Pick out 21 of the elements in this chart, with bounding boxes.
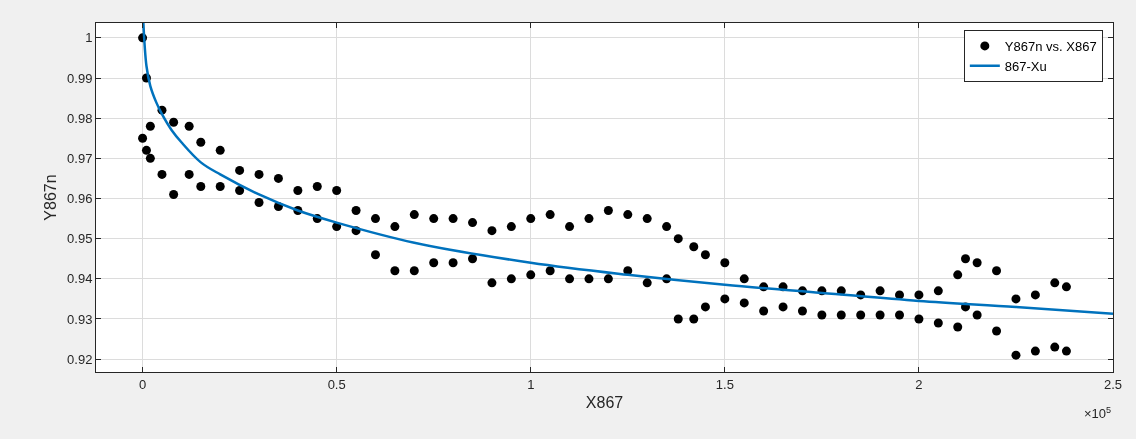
y-tick-label: 1 — [85, 30, 93, 46]
y-tick-label: 0.93 — [67, 311, 93, 327]
x-tick-label: 1 — [527, 376, 535, 392]
y-tick-label: 0.92 — [67, 351, 93, 367]
y-tick-label: 0.95 — [67, 231, 93, 247]
x-tick-label: 0.5 — [327, 376, 346, 392]
y-tick-label: 0.94 — [67, 271, 93, 287]
y-tick-label: 0.96 — [67, 191, 93, 207]
legend-label: Y867n vs. X867 — [1004, 39, 1097, 54]
x-tick-label: 2.5 — [1103, 376, 1123, 392]
y-axis-title: Y867n — [41, 174, 59, 221]
y-tick-label: 0.97 — [67, 150, 93, 166]
x-axis-title: X867 — [585, 394, 624, 412]
y-tick-label: 0.98 — [67, 110, 93, 126]
line-series — [142, 23, 1113, 316]
legend-label: 867-Xu — [1004, 58, 1047, 74]
x-tick-label: 1.5 — [715, 376, 734, 392]
text: ×10$^{5}$ — [1084, 405, 1112, 422]
x-tick-label: 0 — [138, 376, 147, 392]
y-tick-label: 0.99 — [67, 70, 93, 86]
x-tick-label: 2 — [915, 376, 923, 392]
